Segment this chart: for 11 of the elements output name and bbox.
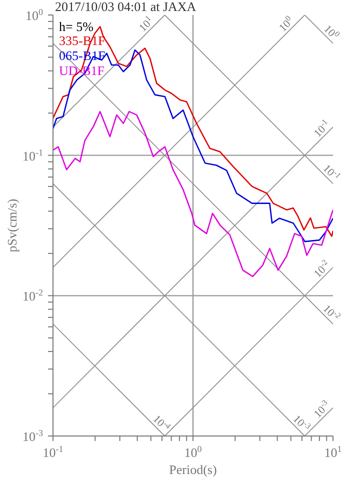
y-tick-label: 10$^{-3}$ (22, 428, 44, 444)
x-axis-title: Period(s) (169, 462, 217, 477)
x-tick-label: 10$^{0}$ (184, 444, 202, 460)
y-tick-label: 10$^{-2}$ (22, 288, 43, 304)
y-tick-label: 10$^{-1}$ (22, 147, 43, 164)
annotation: h= 5% (59, 19, 94, 34)
y-tick-label: 10$^{0}$ (26, 7, 44, 23)
chart-title: 2017/10/03 04:01 at JAXA (55, 0, 197, 14)
x-tick-label: 10$^{1}$ (324, 444, 342, 460)
x-tick-label: 10$^{-1}$ (42, 444, 64, 460)
y-axis-title: pSv(cm/s) (4, 198, 20, 252)
